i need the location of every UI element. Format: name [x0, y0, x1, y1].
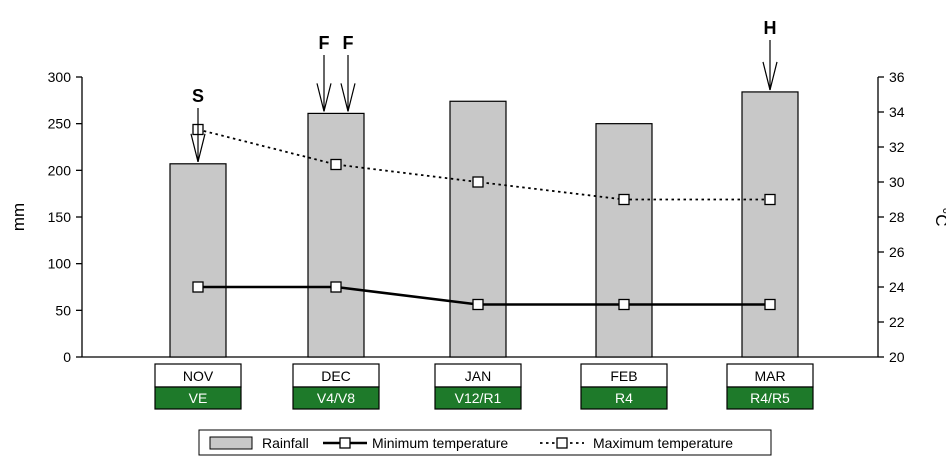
- rainfall-bar: [741, 91, 799, 358]
- month-label: JAN: [465, 368, 491, 384]
- left-tick-label: 0: [63, 349, 71, 365]
- month-label: FEB: [610, 368, 637, 384]
- stage-label: R4: [615, 390, 633, 406]
- stage-box: [434, 386, 522, 410]
- legend-label-min-temp: Minimum temperature: [372, 435, 508, 451]
- min-temp-marker: [618, 298, 630, 311]
- max-temp-marker: [472, 176, 484, 188]
- stage-label: R4/R5: [750, 390, 790, 406]
- annotation-arrow-head: [762, 61, 778, 91]
- rainfall-bars: [169, 91, 799, 358]
- legend-label-rainfall: Rainfall: [262, 435, 309, 451]
- month-stage-boxes: NOV VE DEC V4/V8 JAN V12/R1 FEB R4 MAR R4/R5: [154, 363, 814, 410]
- right-tick-label: 34: [889, 104, 905, 120]
- annotation-arrow-head: [340, 83, 356, 112]
- min-temp-marker: [330, 281, 342, 293]
- stage-box: [154, 386, 242, 410]
- right-tick-label: 26: [889, 244, 905, 260]
- rainfall-bar: [595, 123, 653, 358]
- left-tick-label: 150: [48, 209, 72, 225]
- month-label: DEC: [321, 368, 351, 384]
- right-tick-label: 36: [889, 69, 905, 85]
- left-tick-label: 50: [55, 302, 71, 318]
- annotation-arrow-head: [316, 83, 332, 112]
- left-tick-label: 300: [48, 69, 72, 85]
- month-label: NOV: [183, 368, 214, 384]
- right-tick-label: 32: [889, 139, 905, 155]
- max-temp-marker: [618, 193, 630, 206]
- left-tick-label: 200: [48, 162, 72, 178]
- left-tick-label: 250: [48, 116, 72, 132]
- right-tick-label: 22: [889, 314, 905, 330]
- stage-box: [726, 386, 814, 410]
- stage-box: [580, 386, 668, 410]
- event-annotations: S F F H: [190, 18, 778, 162]
- left-tick-label: 100: [48, 256, 72, 272]
- rainfall-bar: [449, 100, 507, 358]
- stage-box: [292, 386, 380, 410]
- right-tick-label: 20: [889, 349, 905, 365]
- stage-label: VE: [189, 390, 208, 406]
- rainfall-bar: [169, 163, 227, 358]
- legend-swatch-rainfall: [209, 436, 253, 450]
- stage-label: V4/V8: [317, 390, 355, 406]
- legend-swatch-min-marker: [339, 437, 351, 449]
- left-axis-title: mm: [9, 203, 28, 231]
- annotation-label: F: [343, 33, 354, 53]
- right-axis-title: °C: [932, 207, 946, 226]
- stage-label: V12/R1: [455, 390, 502, 406]
- min-temp-marker: [192, 281, 204, 293]
- annotation-label: H: [764, 18, 777, 38]
- legend-box: [198, 429, 772, 456]
- right-tick-label: 28: [889, 209, 905, 225]
- min-temp-marker: [472, 298, 484, 311]
- right-tick-label: 30: [889, 174, 905, 190]
- annotation-label: S: [192, 86, 204, 106]
- max-temp-marker: [764, 193, 776, 206]
- rainfall-bar: [307, 112, 365, 358]
- min-temp-marker: [764, 298, 776, 311]
- max-temp-marker: [330, 158, 342, 171]
- legend-swatch-max-marker: [556, 437, 568, 449]
- max-temp-line: [197, 128, 770, 201]
- annotation-label: F: [319, 33, 330, 53]
- legend-label-max-temp: Maximum temperature: [593, 435, 733, 451]
- legend: Rainfall Minimum temperature Maximum tempe…: [198, 429, 772, 456]
- annotation-arrow-head: [190, 133, 206, 162]
- month-label: MAR: [754, 368, 785, 384]
- right-tick-label: 24: [889, 279, 905, 295]
- axes: 0 50 100 150 200 250 300 20 22 24 26 28 30 32 34 36 mm °C: [9, 69, 946, 365]
